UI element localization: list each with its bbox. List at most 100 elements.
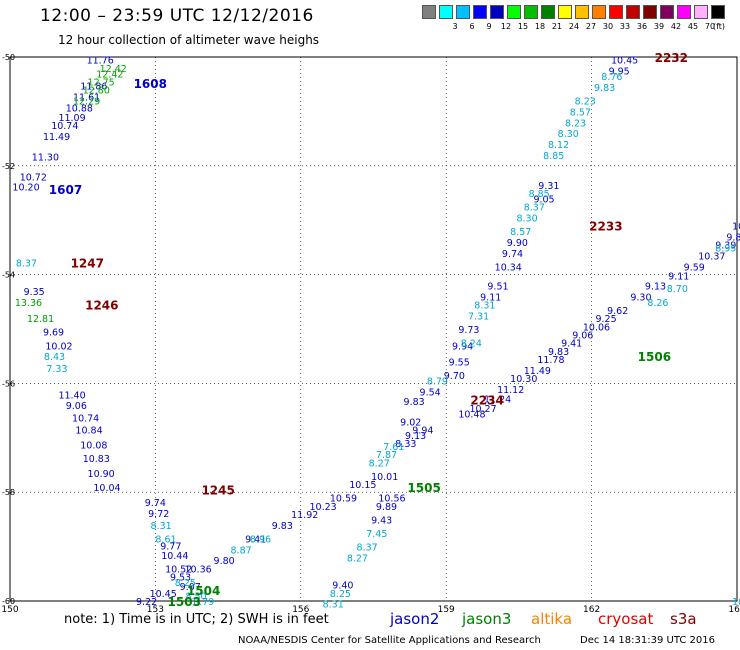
time-annotation: 2232 — [655, 51, 688, 65]
legend-label: 21 — [551, 22, 563, 31]
time-annotation: 1245 — [201, 483, 234, 497]
legend-label: 3 — [452, 22, 458, 31]
data-point-label: 8.37 — [357, 543, 378, 554]
time-annotation: 2234 — [470, 394, 503, 408]
legend-swatch — [592, 5, 606, 19]
x-tick-label: 150 — [1, 605, 18, 615]
data-point-label: 9.55 — [449, 358, 470, 369]
data-point-label: 10.37 — [698, 252, 725, 263]
data-point-label: 8.79 — [193, 597, 214, 608]
data-point-label: 9.06 — [66, 401, 87, 412]
data-point-label: 9.06 — [572, 330, 593, 341]
x-tick-label: 162 — [583, 605, 600, 615]
data-point-label: 9.41 — [245, 534, 266, 545]
data-point-label: 10.15 — [349, 480, 376, 491]
data-point-label: 9.83 — [548, 347, 569, 358]
data-point-label: 9.30 — [630, 292, 651, 303]
data-point-label: 8.70 — [667, 284, 688, 295]
y-tick-label: -52 — [2, 162, 15, 171]
y-tick-label: -58 — [2, 488, 15, 497]
data-point-label: 8.12 — [548, 140, 569, 151]
data-point-label: 9.89 — [376, 502, 397, 513]
data-point-label: 9.05 — [533, 194, 554, 205]
legend-label: 30 — [602, 22, 614, 31]
legend-swatch — [626, 5, 640, 19]
legend-label: 33 — [619, 22, 631, 31]
time-annotation: 1505 — [407, 481, 440, 495]
data-point-label: 10.83 — [83, 454, 110, 465]
data-point-label: 9.39 — [715, 241, 736, 252]
data-point-label: 8.31 — [474, 301, 495, 312]
legend-label: 42 — [670, 22, 682, 31]
chart-title: 12:00 – 23:59 UTC 12/12/2016 — [40, 6, 314, 26]
data-point-label: 9.83 — [272, 521, 293, 532]
data-point-label: 9.11 — [480, 292, 501, 303]
data-point-label: 12.29 — [73, 97, 100, 108]
data-point-label: 8.95 — [715, 243, 736, 254]
data-point-label: 11.49 — [524, 366, 551, 377]
legend-swatch — [473, 5, 487, 19]
data-point-label: 10.34 — [495, 262, 522, 273]
data-point-label: 11.92 — [291, 510, 318, 521]
data-point-label: 8.79 — [427, 377, 448, 388]
data-point-label: 9.25 — [595, 314, 616, 325]
data-point-label: 7.33 — [46, 364, 67, 375]
data-point-label: 11.61 — [73, 93, 100, 104]
data-point-label: 8.87 — [231, 545, 252, 556]
data-point-label: 9.83 — [404, 397, 425, 408]
legend-swatch — [490, 5, 504, 19]
legend-swatch — [677, 5, 691, 19]
data-point-label: 7.45 — [366, 529, 387, 540]
data-point-label: 9.11 — [668, 272, 689, 283]
data-point-label: 8.23 — [565, 118, 586, 129]
data-point-label: 10.44 — [161, 551, 188, 562]
legend-swatch — [643, 5, 657, 19]
y-tick-label: -50 — [2, 53, 15, 62]
chart-subtitle: 12 hour collection of altimeter wave hei… — [58, 33, 320, 47]
data-point-label: 9.41 — [561, 339, 582, 350]
data-point-label: 9.77 — [160, 542, 181, 553]
data-point-label: 8.27 — [369, 458, 390, 469]
data-point-label: 8.24 — [461, 339, 482, 350]
data-point-label: 9.53 — [170, 573, 191, 584]
data-point-label: 9.94 — [412, 426, 433, 437]
data-point-label: 9.94 — [452, 341, 473, 352]
data-point-label: 9.8 — [726, 233, 740, 244]
legend-label: 24 — [568, 22, 580, 31]
data-point-label: 8.27 — [347, 553, 368, 564]
data-point-label: 12.81 — [27, 314, 54, 325]
data-point-label: 10.74 — [51, 121, 78, 132]
data-point-label: 10.01 — [371, 472, 398, 483]
data-point-label: 10.30 — [510, 374, 537, 385]
data-point-label: 9.51 — [487, 281, 508, 292]
data-point-label: 10.45 — [150, 589, 177, 600]
data-point-label: 8.33 — [395, 439, 416, 450]
data-point-label: 8.25 — [175, 578, 196, 589]
satellite-jason3: jason3 — [462, 610, 512, 628]
data-point-label: 7.31 — [468, 311, 489, 322]
satellite-altika: altika — [531, 610, 573, 628]
data-point-label: 10.02 — [45, 341, 72, 352]
time-annotation: 1504 — [187, 584, 220, 598]
x-tick-label: 156 — [292, 605, 309, 615]
data-point-label: 10.72 — [20, 173, 47, 184]
data-point-label: 10.59 — [330, 494, 357, 505]
legend-swatch — [575, 5, 589, 19]
data-point-label: 8.50 — [185, 592, 206, 603]
data-point-label: 12.75 — [88, 77, 115, 88]
y-tick-label: -56 — [2, 379, 15, 388]
data-point-label: 10.06 — [583, 322, 610, 333]
data-point-label: 8.26 — [647, 298, 668, 309]
satellite-cryosat: cryosat — [598, 610, 654, 628]
data-point-label: 10.84 — [75, 426, 102, 437]
data-point-label: 8.76 — [601, 72, 622, 83]
data-point-label: 7.87 — [376, 450, 397, 461]
data-point-label: 11.09 — [58, 113, 85, 124]
legend-swatch — [456, 5, 470, 19]
data-point-label: 9.31 — [538, 181, 559, 192]
data-point-label: 9.74 — [502, 249, 523, 260]
data-point-label: 12.80 — [83, 86, 110, 97]
data-point-label: 9.80 — [214, 556, 235, 567]
data-point-label: 9.40 — [332, 581, 353, 592]
legend-swatch — [422, 5, 436, 19]
